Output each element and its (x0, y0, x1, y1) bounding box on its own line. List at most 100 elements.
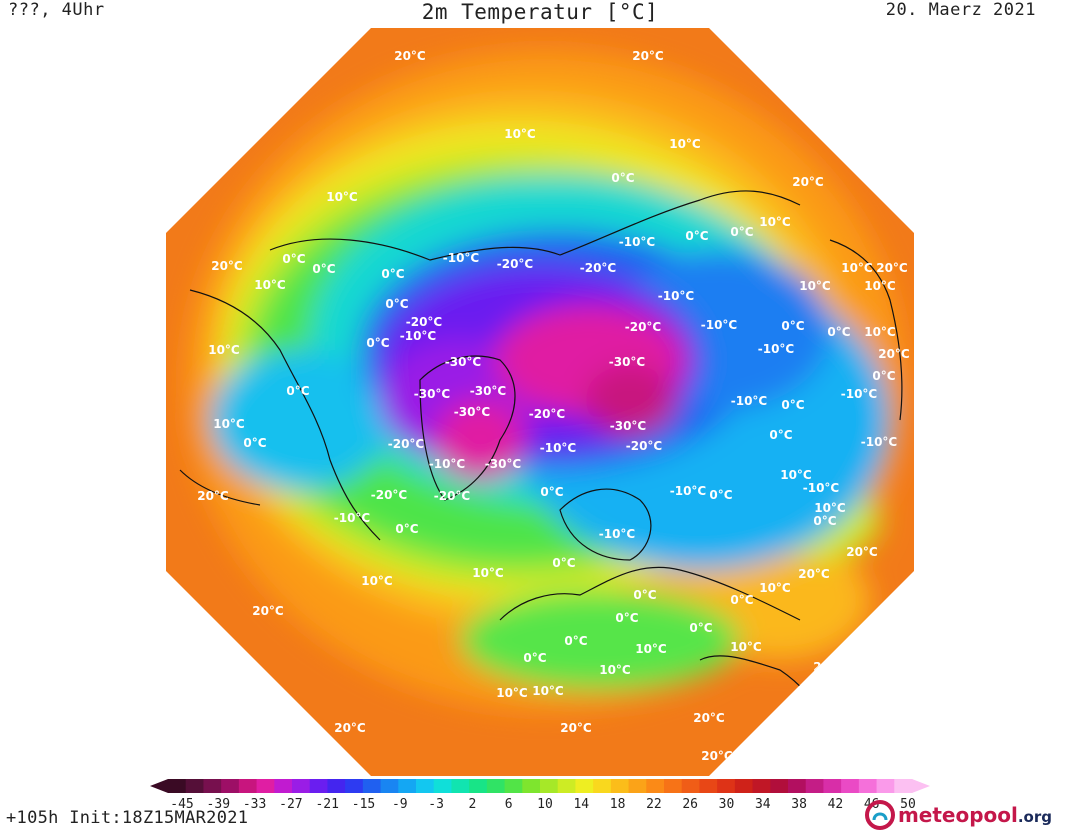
temperature-label: -20°C (580, 261, 617, 275)
colorbar-swatch (504, 779, 523, 793)
colorbar-swatch (841, 779, 860, 793)
colorbar-arrow-right (912, 779, 930, 793)
temperature-label: 20°C (878, 347, 910, 361)
temperature-label: 20°C (798, 567, 830, 581)
colorbar-swatch (256, 779, 275, 793)
temperature-label: 10°C (759, 581, 791, 595)
colorbar-swatch (327, 779, 346, 793)
colorbar-swatch (345, 779, 364, 793)
colorbar-swatch (788, 779, 807, 793)
temperature-label: -10°C (429, 457, 466, 471)
colorbar-tick-label: 6 (505, 797, 513, 812)
temperature-label: -10°C (670, 484, 707, 498)
colorbar-swatch (664, 779, 683, 793)
temperature-label: 10°C (326, 190, 358, 204)
temperature-label: -10°C (658, 289, 695, 303)
temperature-label: 10°C (841, 261, 873, 275)
temperature-label: -20°C (497, 257, 534, 271)
temperature-label: 10°C (532, 684, 564, 698)
temperature-label: 0°C (730, 593, 753, 607)
temperature-label: -20°C (406, 315, 443, 329)
temperature-label: -20°C (434, 489, 471, 503)
temperature-label: 20°C (846, 545, 878, 559)
colorbar-swatch (876, 779, 895, 793)
colorbar-swatch (557, 779, 576, 793)
colorbar-swatch (823, 779, 842, 793)
temperature-label: 0°C (615, 611, 638, 625)
temperature-label: -20°C (626, 439, 663, 453)
temperature-label: 10°C (213, 417, 245, 431)
colorbar-tick-label: -3 (428, 797, 444, 812)
colorbar-swatch (522, 779, 541, 793)
colorbar-tick-label: 30 (719, 797, 735, 812)
colorbar-tick-label: -33 (243, 797, 266, 812)
model-run-info: +105h Init:18Z15MAR2021 (6, 808, 249, 828)
colorbar-arrow-left (150, 779, 168, 793)
temperature-label: 20°C (813, 660, 845, 674)
temperature-label: -10°C (803, 481, 840, 495)
temperature-label: -30°C (470, 384, 507, 398)
temperature-label: 10°C (496, 686, 528, 700)
colorbar-tick-labels: -45 -39 -33 -27 -21 -15 -9 -3 2 6 10 14 18 22 26 30 34 38… (170, 797, 916, 812)
temperature-label: 20°C (197, 489, 229, 503)
colorbar-tick-label: 26 (682, 797, 698, 812)
colorbar-tick-label: -21 (315, 797, 338, 812)
temperature-label: 0°C (312, 262, 335, 276)
temperature-label: 20°C (792, 175, 824, 189)
temperature-label: 20°C (252, 604, 284, 618)
colorbar-tick-label: 22 (646, 797, 662, 812)
temperature-label: 20°C (560, 721, 592, 735)
colorbar-tick-label: -15 (352, 797, 375, 812)
temperature-label: 10°C (599, 663, 631, 677)
temperature-label: -10°C (841, 387, 878, 401)
colorbar-tick-label: 42 (828, 797, 844, 812)
colorbar-swatch (593, 779, 612, 793)
temperature-label: -30°C (610, 419, 647, 433)
temperature-label: 0°C (395, 522, 418, 536)
temperature-label: 0°C (385, 297, 408, 311)
temperature-label: 20°C (693, 711, 725, 725)
temperature-label: 10°C (814, 501, 846, 515)
temperature-label: -30°C (609, 355, 646, 369)
logo-text-main: meteopool (897, 803, 1018, 827)
colorbar-tick-label: -45 (170, 797, 193, 812)
temperature-label: 20°C (876, 261, 908, 275)
temperature-label: -10°C (599, 527, 636, 541)
colorbar-swatch (185, 779, 204, 793)
meteopool-logo-icon (864, 800, 895, 830)
temperature-labels: 20°C 20°C10°C10°C0°C 20°C10°C10°C0°C 0°C-10… (197, 49, 910, 763)
colorbar-swatch (646, 779, 665, 793)
temperature-label: 0°C (564, 634, 587, 648)
colorbar-tick-label: -9 (392, 797, 408, 812)
temperature-label: 0°C (769, 428, 792, 442)
colorbar-swatch (610, 779, 630, 793)
temperature-label: -20°C (388, 437, 425, 451)
temperature-label: 10°C (799, 279, 831, 293)
temperature-label: 0°C (381, 267, 404, 281)
colorbar-swatch (540, 779, 559, 793)
colorbar-swatch (203, 779, 222, 793)
colorbar-swatch (380, 779, 399, 793)
temperature-label: -30°C (445, 355, 482, 369)
colorbar-swatch (168, 779, 187, 793)
colorbar-swatch (398, 779, 417, 793)
colorbar-swatch (681, 779, 700, 793)
colorbar-swatch (469, 779, 488, 793)
temperature-label: 0°C (709, 488, 732, 502)
colorbar-swatch (717, 779, 736, 793)
temperature-label: -30°C (454, 405, 491, 419)
temperature-label: 0°C (523, 651, 546, 665)
colorbar-tick-label: 34 (755, 797, 771, 812)
colorbar-swatch (433, 779, 452, 793)
colorbar-swatch (628, 779, 647, 793)
temperature-label: -20°C (625, 320, 662, 334)
colorbar-tick-label: 10 (537, 797, 553, 812)
colorbar-swatch (362, 779, 382, 793)
temperature-label: 10°C (730, 640, 762, 654)
colorbar-tick-label: 14 (573, 797, 589, 812)
forecast-valid-label: ???, 4Uhr (8, 0, 105, 20)
temperature-label: 10°C (780, 468, 812, 482)
temperature-label: 10°C (759, 215, 791, 229)
colorbar-swatch (221, 779, 240, 793)
meteopool-logo[interactable]: meteopool.org (864, 800, 1052, 830)
